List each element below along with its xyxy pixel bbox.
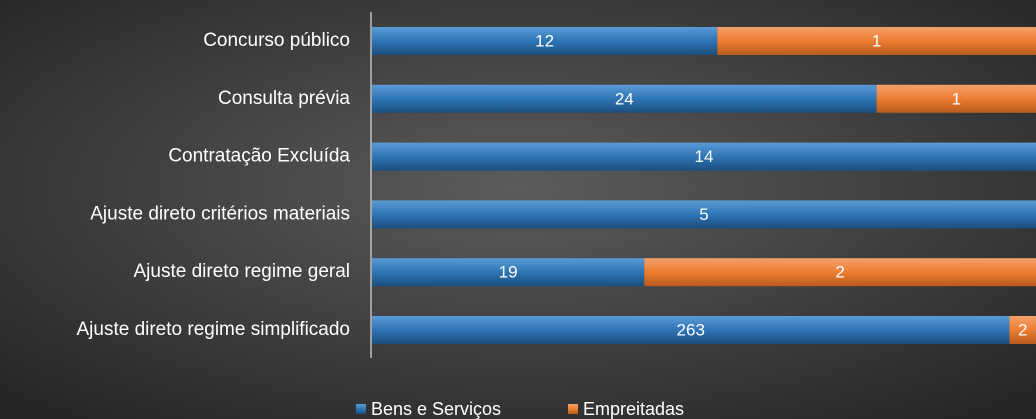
- bar-segment: [372, 84, 877, 113]
- data-label: 5: [699, 205, 708, 224]
- bar-segment: [372, 200, 1036, 229]
- category-label: Consulta prévia: [218, 88, 350, 109]
- data-label: 12: [535, 31, 554, 50]
- bar-segment: [644, 258, 1036, 287]
- data-label: 1: [872, 31, 881, 50]
- legend-label: Empreitadas: [583, 399, 684, 419]
- legend-label: Bens e Serviços: [371, 399, 501, 419]
- bar-segment: [372, 27, 718, 55]
- bar-segment: [372, 316, 1010, 344]
- data-label: 24: [615, 89, 634, 108]
- legend-swatch: [356, 404, 366, 414]
- bar-segment: [372, 258, 645, 287]
- category-label: Ajuste direto regime geral: [134, 261, 351, 282]
- bar-segment: [1009, 316, 1036, 344]
- data-label: 1: [952, 89, 961, 108]
- category-label: Contratação Excluída: [168, 146, 350, 167]
- data-label: 19: [499, 263, 518, 282]
- category-label: Ajuste direto critérios materiais: [90, 203, 350, 224]
- bar-segment: [717, 27, 1036, 55]
- data-label: 2: [835, 263, 844, 282]
- category-label: Concurso público: [203, 30, 350, 51]
- category-label: Ajuste direto regime simplificado: [76, 319, 350, 340]
- legend-swatch: [568, 404, 578, 414]
- data-label: 14: [695, 147, 714, 166]
- bar-segment: [372, 142, 1036, 171]
- bar-segment: [876, 84, 1036, 113]
- data-label: 2: [1018, 320, 1027, 339]
- data-label: 263: [677, 320, 705, 339]
